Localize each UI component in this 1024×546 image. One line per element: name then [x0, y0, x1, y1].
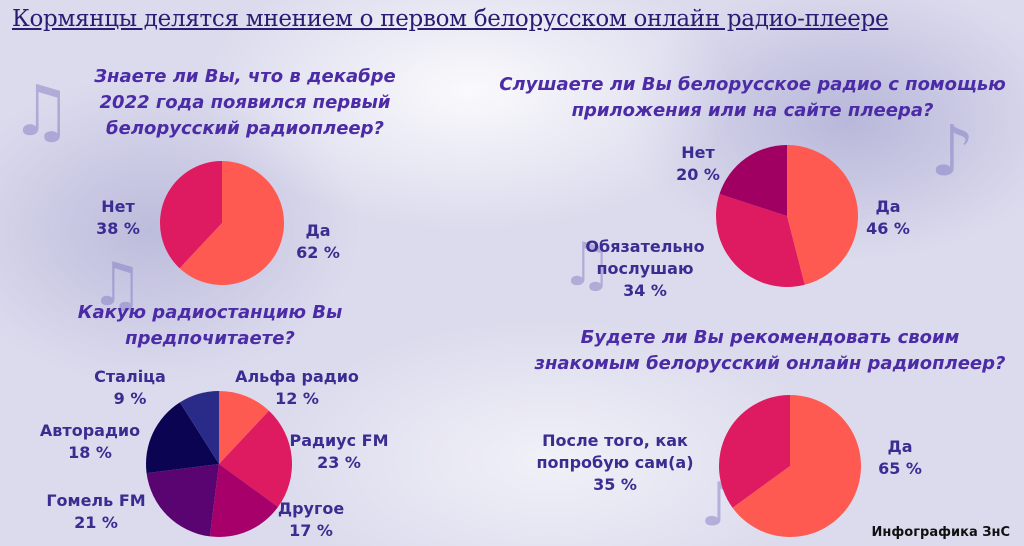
music-note-icon: ♫ — [90, 250, 144, 320]
music-note-icon: ♪ — [930, 110, 975, 192]
label-alfa: Альфа радио 12 % — [222, 366, 372, 410]
pie-slice — [219, 410, 292, 507]
slice-value: 38 % — [96, 219, 140, 238]
slice-label: Радиус FM — [289, 431, 389, 450]
music-note-icon: ♫ — [10, 70, 73, 152]
pie-slice — [732, 395, 861, 537]
slice-value: 17 % — [289, 521, 333, 540]
slice-label: Альфа радио — [235, 367, 359, 386]
slice-value: 18 % — [68, 443, 112, 462]
label-stalitsa: Сталіца 9 % — [80, 366, 180, 410]
pie-slice — [787, 145, 858, 285]
slice-value: 20 % — [676, 165, 720, 184]
label-net: Нет 20 % — [668, 142, 728, 186]
label-da: Да 46 % — [858, 196, 918, 240]
pie-slice — [719, 145, 787, 216]
credit-text: Инфографика ЗнС — [871, 525, 1010, 540]
label-da: Да 62 % — [288, 220, 348, 264]
label-net: Нет 38 % — [88, 196, 148, 240]
pie-slice — [146, 464, 219, 537]
slice-value: 46 % — [866, 219, 910, 238]
title-line: Слушаете ли Вы белорусское радио с помощ… — [499, 74, 1006, 95]
slice-value: 21 % — [74, 513, 118, 532]
music-note-icon: ♫ — [560, 230, 614, 300]
title-line: предпочитаете? — [125, 328, 295, 349]
pie-slice — [146, 402, 219, 474]
slice-label: Другое — [277, 499, 345, 518]
title-line: 2022 года появился первый — [99, 92, 391, 113]
slice-label: Обязательно — [585, 237, 705, 256]
label-obyazatelno: Обязательно послушаю 34 % — [580, 236, 710, 302]
pie-chart-1 — [160, 161, 284, 285]
pie-slice — [160, 161, 222, 269]
slice-value: 62 % — [296, 243, 340, 262]
slice-label: Да — [887, 437, 913, 456]
title-line: приложения или на сайте плеера? — [571, 100, 934, 121]
slice-value: 9 % — [113, 389, 147, 408]
label-avtoradio: Авторадио 18 % — [30, 420, 150, 464]
pie-slice — [219, 391, 269, 464]
page-title: Кормянцы делятся мнением о первом белору… — [12, 6, 889, 32]
pie-slice — [209, 464, 279, 537]
slice-label: послушаю — [596, 259, 694, 278]
slice-label: Да — [875, 197, 901, 216]
title-line: Будете ли Вы рекомендовать своим — [580, 327, 960, 348]
label-da: Да 65 % — [870, 436, 930, 480]
title-line: Какую радиостанцию Вы — [77, 302, 343, 323]
pie-slice — [719, 395, 790, 508]
slice-value: 23 % — [317, 453, 361, 472]
label-radius: Радиус FM 23 % — [284, 430, 394, 474]
slice-value: 34 % — [623, 281, 667, 300]
slice-label: Нет — [681, 143, 715, 162]
pie-slice — [179, 391, 219, 464]
slice-label: Гомель FM — [46, 491, 146, 510]
pie-slice — [716, 194, 805, 287]
pie-slice — [179, 161, 284, 285]
title-line: знакомым белорусский онлайн радиоплеер? — [534, 353, 1006, 374]
question-1-title: Знаете ли Вы, что в декабре 2022 года по… — [70, 64, 420, 142]
slice-value: 35 % — [593, 475, 637, 494]
question-2-title: Слушаете ли Вы белорусское радио с помощ… — [480, 72, 1024, 124]
question-3-title: Какую радиостанцию Вы предпочитаете? — [60, 300, 360, 352]
label-posle: После того, как попробую сам(а) 35 % — [530, 430, 700, 496]
label-drugoe: Другое 17 % — [266, 498, 356, 542]
slice-label: После того, как — [542, 431, 688, 450]
question-4-title: Будете ли Вы рекомендовать своим знакомы… — [520, 325, 1020, 377]
slice-label: Авторадио — [39, 421, 141, 440]
slice-value: 12 % — [275, 389, 319, 408]
pie-chart-4 — [719, 395, 861, 537]
title-line: белорусский радиоплеер? — [106, 118, 384, 139]
title-line: Знаете ли Вы, что в декабре — [94, 66, 396, 87]
slice-label: Нет — [101, 197, 135, 216]
pie-chart-2 — [716, 145, 858, 287]
slice-label: Да — [305, 221, 331, 240]
slice-value: 65 % — [878, 459, 922, 478]
slice-label: попробую сам(а) — [536, 453, 694, 472]
slice-label: Сталіца — [94, 367, 166, 386]
label-gomel: Гомель FM 21 % — [36, 490, 156, 534]
pie-chart-3 — [146, 391, 292, 537]
